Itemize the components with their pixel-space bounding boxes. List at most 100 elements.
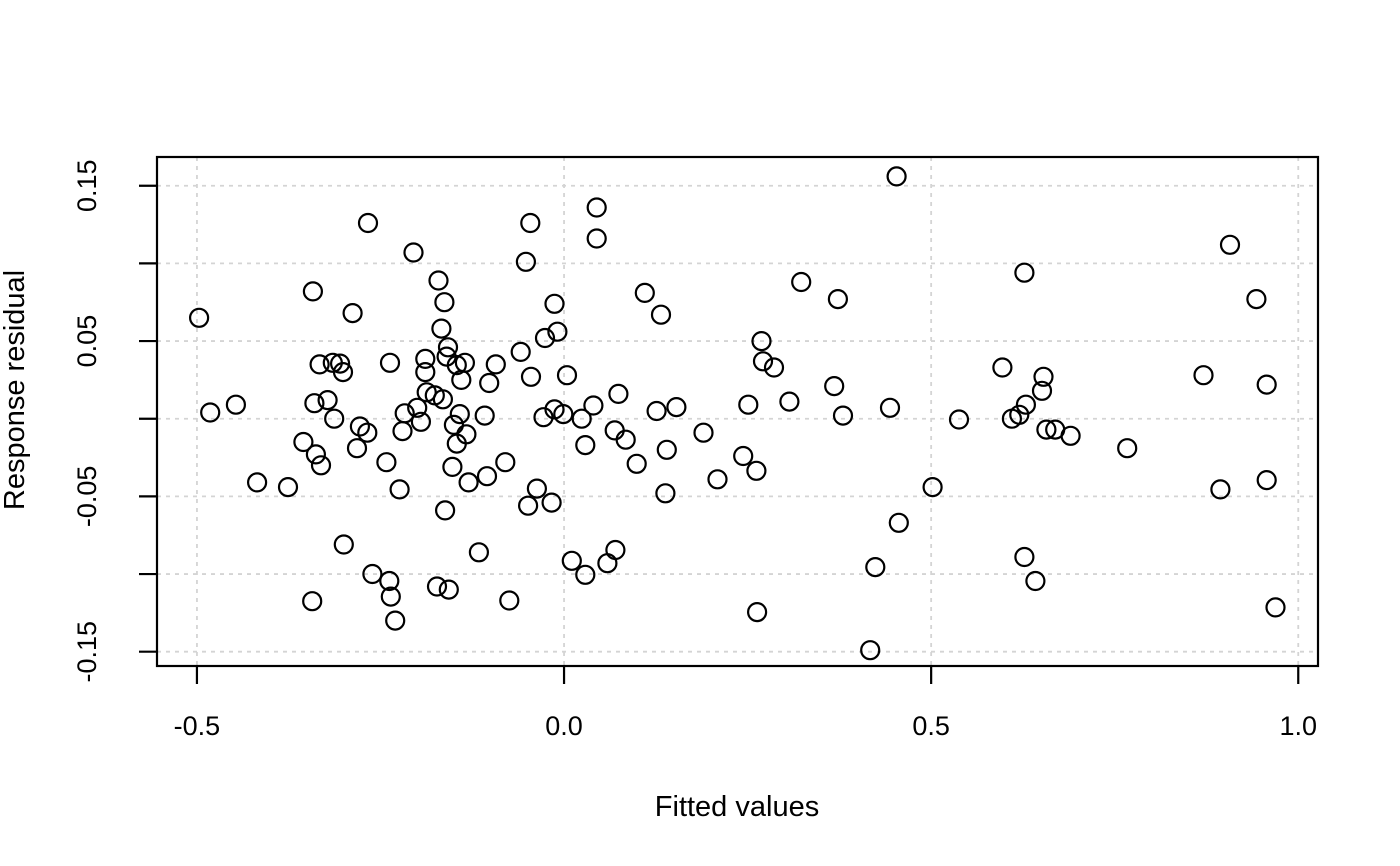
- data-point: [277, 477, 299, 498]
- data-point: [474, 405, 495, 426]
- data-point: [1256, 374, 1277, 395]
- data-point: [1256, 470, 1277, 491]
- data-point: [1014, 262, 1035, 283]
- data-point: [1036, 419, 1057, 440]
- data-point: [1009, 404, 1030, 425]
- data-point: [547, 321, 568, 342]
- data-point: [435, 500, 456, 521]
- data-point: [1265, 597, 1286, 618]
- data-point: [247, 472, 268, 493]
- data-point: [605, 539, 626, 561]
- y-tick-label: -0.05: [72, 466, 102, 528]
- data-point: [1014, 546, 1035, 568]
- data-point: [824, 376, 845, 397]
- data-point: [626, 453, 647, 474]
- data-point: [333, 534, 354, 555]
- y-tick-label: 0.05: [72, 315, 102, 368]
- x-tick-label: 0.5: [912, 711, 950, 741]
- data-point: [615, 429, 636, 450]
- data-point: [1246, 289, 1267, 310]
- data-point: [468, 542, 489, 563]
- data-point: [443, 414, 464, 435]
- data-point: [534, 327, 556, 349]
- data-point: [415, 348, 436, 369]
- data-point: [305, 444, 326, 465]
- data-point: [446, 433, 467, 454]
- data-point: [879, 397, 901, 418]
- data-point: [634, 282, 655, 303]
- data-point: [561, 550, 582, 571]
- data-point: [449, 404, 470, 425]
- data-point: [1025, 570, 1046, 592]
- data-point: [575, 435, 596, 456]
- data-point: [304, 393, 325, 414]
- data-point: [517, 495, 539, 516]
- data-point: [324, 408, 345, 429]
- data-point: [1060, 425, 1081, 446]
- data-point: [746, 601, 768, 623]
- data-point: [1193, 365, 1214, 386]
- data-point: [437, 337, 459, 358]
- data-point: [992, 357, 1013, 378]
- data-point: [438, 579, 459, 600]
- data-point: [379, 352, 401, 373]
- data-point: [646, 400, 667, 422]
- x-tick-label: 1.0: [1279, 711, 1317, 741]
- data-point: [763, 357, 785, 378]
- data-point: [553, 404, 574, 425]
- data-point: [376, 452, 397, 473]
- data-point: [330, 353, 351, 374]
- data-point: [650, 304, 672, 325]
- data-point: [200, 402, 221, 423]
- data-point: [410, 411, 431, 432]
- data-point: [746, 460, 767, 481]
- data-point: [888, 512, 909, 533]
- gridlines: [157, 157, 1318, 666]
- data-point: [1031, 380, 1053, 401]
- data-point: [520, 212, 541, 234]
- data-point: [922, 477, 943, 498]
- data-point: [608, 383, 629, 404]
- data-point: [310, 455, 332, 476]
- data-point: [1219, 234, 1241, 255]
- data-point: [317, 390, 338, 411]
- data-point: [362, 563, 383, 585]
- data-point: [752, 351, 774, 372]
- data-point: [407, 397, 428, 418]
- data-point: [526, 478, 548, 499]
- data-point: [779, 391, 800, 412]
- data-point: [458, 472, 479, 493]
- x-tick-label: 0.0: [545, 711, 583, 741]
- data-point: [392, 421, 413, 442]
- data-point: [485, 354, 506, 375]
- data-point: [510, 341, 531, 362]
- data-point: [434, 292, 455, 313]
- data-point: [349, 416, 370, 437]
- data-point: [791, 271, 812, 293]
- plot-border: [155, 155, 1320, 668]
- data-point: [604, 420, 625, 441]
- data-point: [886, 166, 907, 187]
- data-point: [385, 610, 406, 631]
- data-point: [738, 394, 759, 415]
- data-point: [189, 307, 210, 328]
- data-point: [1210, 479, 1231, 500]
- data-point: [575, 564, 596, 585]
- y-axis-title: Response residual: [0, 270, 31, 510]
- data-point: [832, 405, 854, 426]
- data-point: [415, 362, 436, 383]
- data-point: [302, 281, 323, 302]
- x-tick-label: -0.5: [174, 711, 221, 741]
- data-point: [479, 372, 500, 394]
- data-point: [586, 197, 607, 218]
- data-point: [544, 293, 565, 314]
- data-point: [860, 640, 881, 661]
- data-point: [446, 355, 467, 376]
- data-point: [948, 409, 970, 430]
- y-tick-label: 0.15: [72, 159, 102, 212]
- y-tick-label: -0.15: [72, 621, 102, 683]
- data-points: [189, 166, 1286, 661]
- data-point: [357, 422, 378, 443]
- data-point: [428, 270, 449, 291]
